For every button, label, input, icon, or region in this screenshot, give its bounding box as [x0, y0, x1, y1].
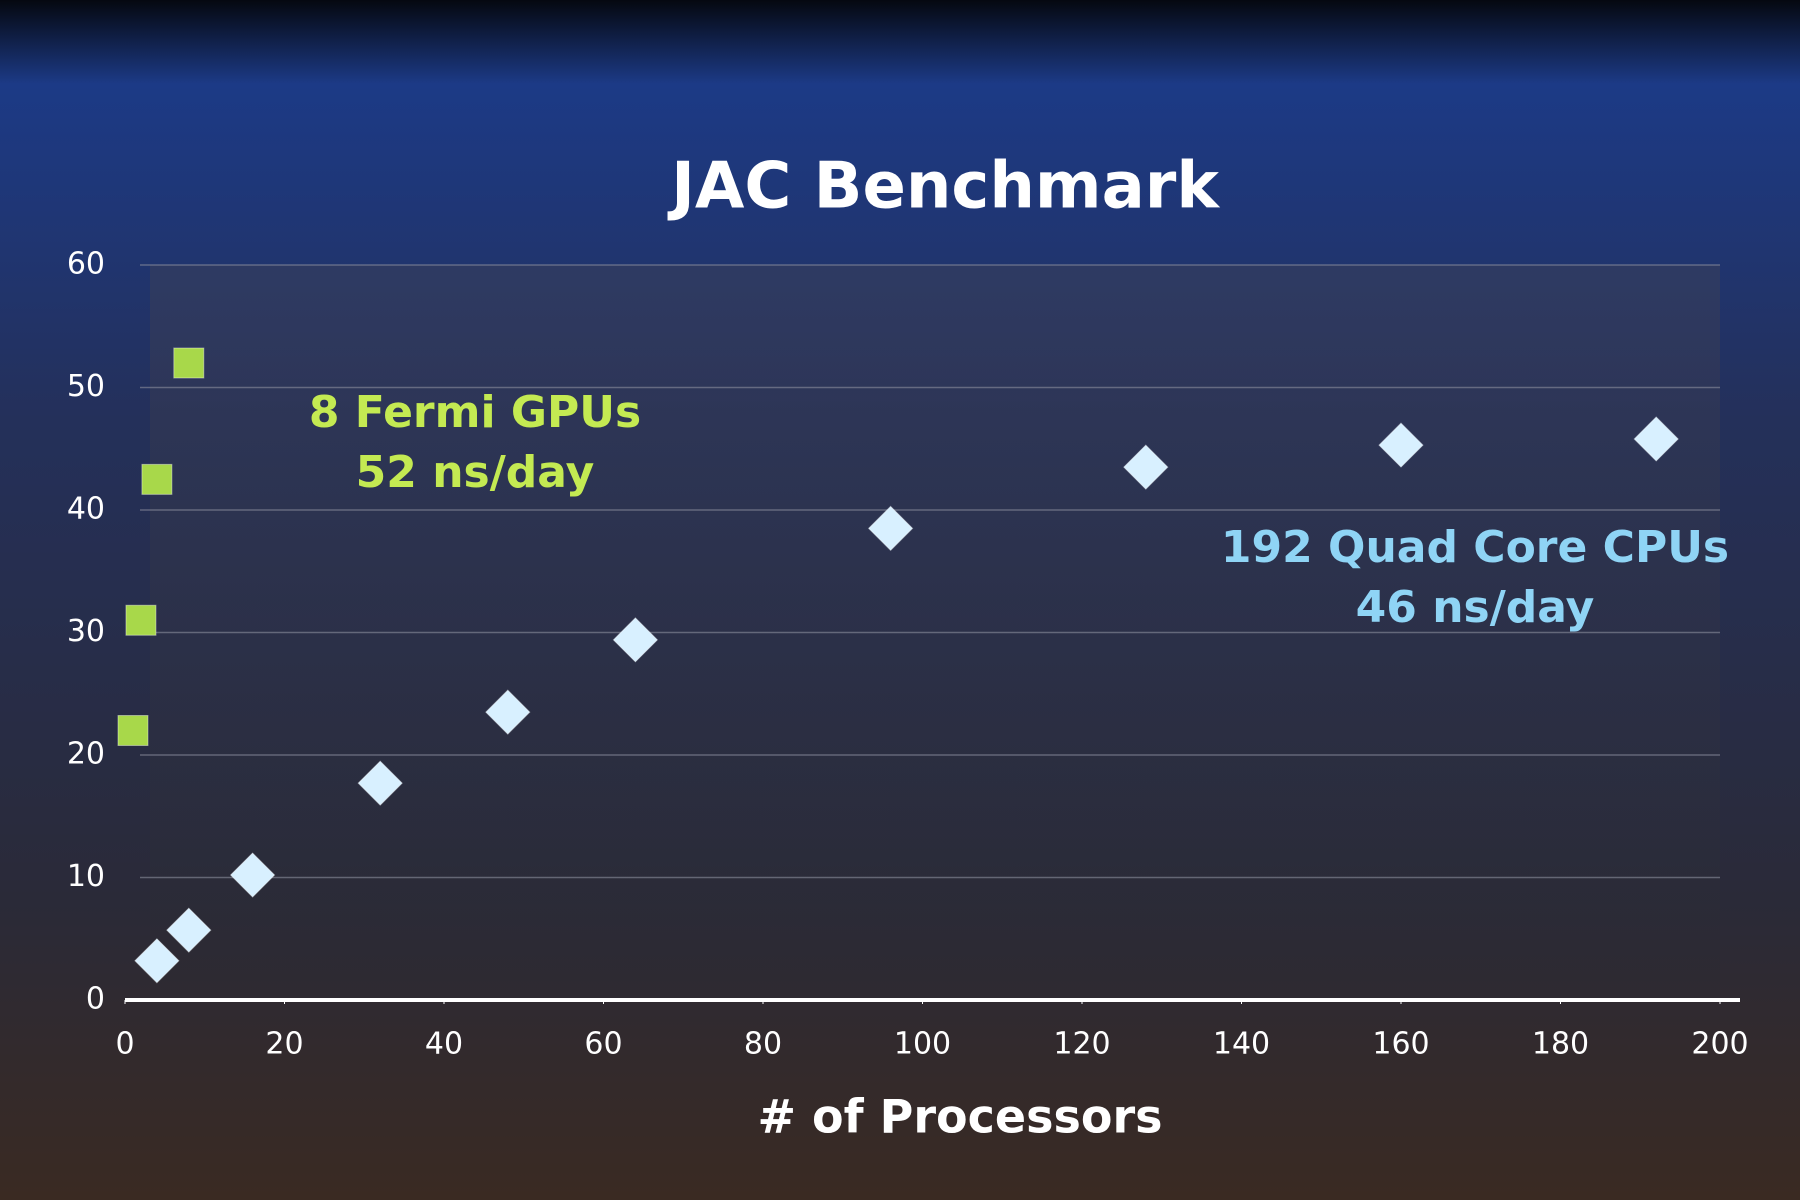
chart-title: JAC Benchmark [667, 150, 1220, 224]
x-tick-label: 80 [744, 1027, 782, 1062]
diamond-point [134, 938, 180, 984]
x-axis-label: # of Processors [757, 1090, 1162, 1144]
annotation: 192 Quad Core CPUs [1221, 522, 1729, 573]
y-tick-label: 50 [67, 369, 105, 404]
x-tick-label: 160 [1372, 1027, 1429, 1062]
x-tick-label: 40 [425, 1027, 463, 1062]
square-point [173, 347, 205, 379]
x-tick-label: 200 [1691, 1027, 1748, 1062]
annotation: 46 ns/day [1356, 582, 1595, 633]
x-tick-label: 100 [894, 1027, 951, 1062]
x-tick-label: 120 [1053, 1027, 1110, 1062]
y-tick-label: 40 [67, 492, 105, 527]
diamond-point [867, 505, 914, 552]
annotation: 52 ns/day [356, 447, 595, 498]
diamond-point [166, 907, 212, 953]
x-tick-label: 180 [1532, 1027, 1589, 1062]
x-tick-label: 20 [265, 1027, 303, 1062]
diamond-point [1633, 416, 1679, 462]
square-point [125, 604, 157, 636]
y-tick-label: 30 [67, 614, 105, 649]
diamond-point [1378, 422, 1424, 468]
square-point [117, 715, 149, 746]
square-point [141, 463, 173, 495]
diamond-point [485, 689, 531, 735]
diamond-point [229, 852, 276, 898]
x-tick-label: 60 [584, 1027, 622, 1062]
y-tick-label: 20 [67, 737, 105, 772]
x-tick-label: 140 [1213, 1027, 1270, 1062]
diamond-point [357, 760, 403, 806]
y-tick-label: 10 [67, 859, 105, 894]
x-tick-label: 0 [115, 1027, 134, 1062]
diamond-point [612, 617, 659, 663]
annotation: 8 Fermi GPUs [309, 387, 641, 438]
y-tick-label: 0 [86, 982, 105, 1017]
diamond-point [1123, 444, 1169, 490]
y-tick-label: 60 [67, 247, 105, 282]
